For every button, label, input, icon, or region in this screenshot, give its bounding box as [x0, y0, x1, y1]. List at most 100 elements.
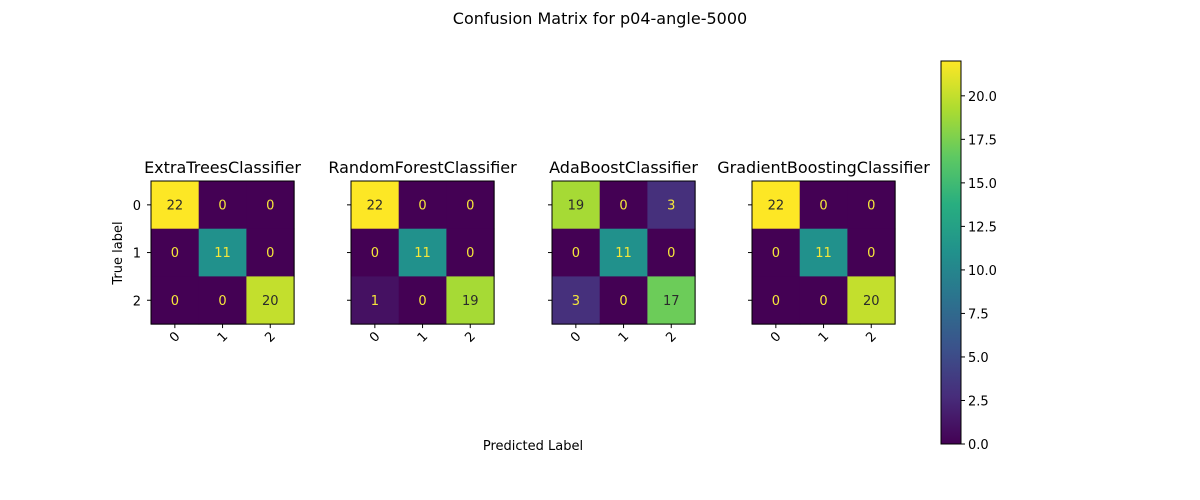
cell-value: 0 — [772, 294, 780, 309]
x-tick-label: 1 — [616, 329, 632, 345]
cell-value: 19 — [568, 198, 585, 213]
confusion-matrix-panel: 22 0 0 0 11 0 0 0 20 GradientBoostingClassifier 0 1… — [717, 158, 930, 346]
matrix-cell — [246, 228, 295, 277]
matrix-cell — [446, 228, 495, 277]
panel-title: GradientBoostingClassifier — [717, 158, 930, 177]
cell-value: 0 — [772, 246, 780, 261]
x-tick-label: 2 — [262, 329, 278, 345]
cell-value: 20 — [863, 294, 880, 309]
x-tick-label: 0 — [167, 329, 183, 345]
matrix-cell — [752, 276, 801, 325]
cell-value: 0 — [266, 198, 274, 213]
cell-value: 0 — [266, 246, 274, 261]
cell-value: 17 — [663, 294, 680, 309]
cell-value: 19 — [462, 294, 479, 309]
matrix-cell — [799, 228, 848, 277]
matrix-cell — [799, 276, 848, 325]
cell-value: 22 — [367, 198, 384, 213]
cell-value: 20 — [262, 294, 279, 309]
cell-value: 22 — [167, 198, 184, 213]
x-tick-label: 2 — [462, 329, 478, 345]
x-tick-label: 0 — [568, 329, 584, 345]
matrix-cell — [398, 228, 447, 277]
cell-value: 1 — [371, 294, 379, 309]
panel-title: ExtraTreesClassifier — [144, 158, 301, 177]
cell-value: 0 — [667, 246, 675, 261]
matrix-cell — [246, 181, 295, 230]
matrix-cell — [151, 228, 200, 277]
y-tick-label: 1 — [133, 247, 141, 262]
cell-value: 0 — [466, 198, 474, 213]
matrix-cell — [552, 276, 601, 325]
matrix-cell — [647, 276, 696, 325]
cell-value: 0 — [371, 246, 379, 261]
matrix-cell — [847, 228, 896, 277]
colorbar-tick-label: 12.5 — [968, 220, 997, 235]
colorbar-tick-label: 0.0 — [968, 438, 989, 453]
cell-value: 0 — [572, 246, 580, 261]
matrix-cell — [151, 181, 200, 230]
confusion-matrix-panel: 22 0 0 0 11 0 1 0 19 RandomForestClassifier 0 1 2 — [328, 158, 517, 346]
colorbar-tick-label: 20.0 — [968, 90, 997, 105]
matrix-cell — [599, 276, 648, 325]
cell-value: 3 — [667, 198, 675, 213]
matrix-cell — [351, 181, 400, 230]
cell-value: 0 — [819, 198, 827, 213]
cell-value: 0 — [867, 198, 875, 213]
confusion-matrix-panel: 19 0 3 0 11 0 3 0 17 AdaBoostClassifier 0 1 2 — [548, 158, 698, 346]
x-tick-label: 1 — [816, 329, 832, 345]
cell-value: 0 — [171, 294, 179, 309]
matrix-cell — [647, 181, 696, 230]
matrix-cell — [752, 181, 801, 230]
matrix-cell — [198, 181, 247, 230]
cell-value: 11 — [414, 246, 431, 261]
colorbar-gradient — [940, 60, 962, 445]
x-tick-label: 0 — [768, 329, 784, 345]
matrix-cell — [351, 276, 400, 325]
colorbar: 0.0 2.5 5.0 7.5 10.0 12.5 15.0 17.5 20.0 — [940, 60, 997, 453]
x-tick-label: 1 — [415, 329, 431, 345]
matrix-cell — [246, 276, 295, 325]
cell-value: 0 — [218, 294, 226, 309]
cell-value: 11 — [214, 246, 231, 261]
cell-value: 0 — [867, 246, 875, 261]
panel-title: AdaBoostClassifier — [549, 158, 698, 177]
matrix-cell — [847, 181, 896, 230]
matrix-cell — [599, 228, 648, 277]
matrix-cell — [198, 276, 247, 325]
y-tick-label: 0 — [133, 199, 141, 214]
x-tick-label: 2 — [663, 329, 679, 345]
cell-value: 0 — [466, 246, 474, 261]
colorbar-tick-label: 17.5 — [968, 133, 997, 148]
colorbar-tick-label: 15.0 — [968, 177, 997, 192]
cell-value: 11 — [815, 246, 832, 261]
cell-value: 0 — [418, 198, 426, 213]
cell-value: 22 — [768, 198, 785, 213]
colorbar-tick-label: 2.5 — [968, 394, 989, 409]
x-axis-label: Predicted Label — [483, 439, 583, 454]
matrix-cell — [799, 181, 848, 230]
x-tick-label: 2 — [863, 329, 879, 345]
matrix-cell — [752, 228, 801, 277]
cell-value: 0 — [171, 246, 179, 261]
cell-value: 0 — [819, 294, 827, 309]
cell-value: 0 — [619, 294, 627, 309]
cell-value: 3 — [572, 294, 580, 309]
colorbar-tick-label: 5.0 — [968, 351, 989, 366]
cell-value: 11 — [615, 246, 632, 261]
matrix-cell — [552, 228, 601, 277]
matrix-cell — [647, 228, 696, 277]
colorbar-ticks: 0.0 2.5 5.0 7.5 10.0 12.5 15.0 17.5 20.0 — [961, 90, 997, 453]
matrix-cell — [552, 181, 601, 230]
x-tick-label: 1 — [215, 329, 231, 345]
cell-value: 0 — [218, 198, 226, 213]
y-axis-label: True label — [111, 221, 126, 285]
matrix-cell — [351, 228, 400, 277]
figure-title: Confusion Matrix for p04-angle-5000 — [453, 9, 747, 28]
y-tick-label: 2 — [133, 294, 141, 309]
matrix-cell — [446, 276, 495, 325]
panel-title: RandomForestClassifier — [328, 158, 517, 177]
